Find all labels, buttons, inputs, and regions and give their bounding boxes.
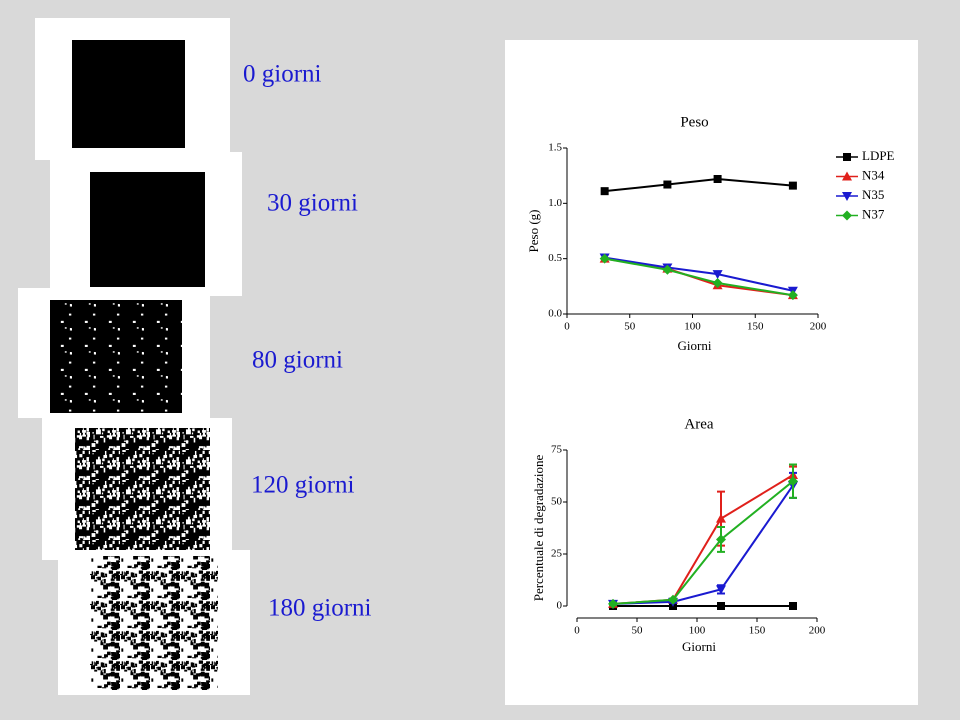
marker [712, 270, 723, 280]
marker [789, 602, 797, 610]
photo-label: 120 giorni [251, 472, 355, 499]
y-tick-label: 75 [551, 444, 563, 456]
series-line [612, 484, 794, 605]
marker [713, 174, 722, 183]
marker [662, 264, 673, 275]
sample-photo [75, 428, 210, 550]
y-tick-label: 1.5 [548, 142, 562, 154]
marker [599, 253, 610, 264]
y-axis-label: Peso (g) [526, 210, 541, 253]
marker [788, 476, 798, 487]
marker [668, 594, 678, 605]
series-line [604, 257, 794, 297]
x-tick-label: 150 [749, 625, 766, 637]
sample-photo [90, 172, 205, 287]
photo-label: 80 giorni [252, 347, 343, 374]
legend-label: N34 [862, 167, 885, 182]
y-tick-label: 0.0 [548, 308, 562, 320]
x-tick-label: 200 [809, 625, 826, 637]
y-tick-label: 50 [551, 496, 563, 508]
marker [717, 602, 725, 610]
y-tick-label: 1.0 [548, 197, 562, 209]
marker [788, 181, 797, 190]
sample-photo [90, 556, 218, 690]
chart-title: Area [684, 416, 713, 432]
marker [716, 585, 726, 595]
x-tick-label: 50 [632, 625, 644, 637]
y-tick-label: 0.5 [548, 252, 562, 264]
x-tick-label: 0 [574, 625, 580, 637]
series-line [612, 480, 794, 605]
series-line [604, 256, 794, 292]
marker [608, 598, 618, 609]
series-line [604, 177, 793, 193]
legend-label: N35 [862, 187, 884, 202]
chart-panel [505, 40, 918, 705]
legend-label: N37 [862, 206, 885, 221]
marker [843, 153, 851, 161]
marker [842, 192, 852, 201]
sample-photo [72, 40, 185, 148]
marker [663, 180, 672, 189]
marker [842, 171, 852, 181]
x-tick-label: 200 [810, 321, 827, 333]
marker [600, 187, 609, 196]
chart-title: Peso [680, 114, 708, 130]
photo-label: 0 giorni [243, 61, 322, 88]
marker [716, 513, 726, 523]
marker [716, 534, 726, 545]
sample-photo [50, 300, 182, 413]
x-axis-label: Giorni [682, 639, 716, 654]
marker [787, 290, 798, 301]
photo-label: 180 giorni [268, 595, 372, 622]
legend-label: LDPE [862, 148, 895, 163]
marker [842, 210, 852, 221]
photo-label: 30 giorni [267, 190, 358, 217]
x-tick-label: 100 [684, 321, 701, 333]
marker [712, 278, 723, 289]
y-tick-label: 0 [557, 600, 563, 612]
x-tick-label: 150 [747, 321, 764, 333]
y-tick-label: 25 [551, 548, 563, 560]
y-axis-label: Percentuale di degradazione [531, 455, 546, 602]
x-tick-label: 0 [564, 321, 570, 333]
x-axis-label: Giorni [678, 338, 712, 353]
x-tick-label: 100 [689, 625, 706, 637]
x-tick-label: 50 [624, 321, 636, 333]
